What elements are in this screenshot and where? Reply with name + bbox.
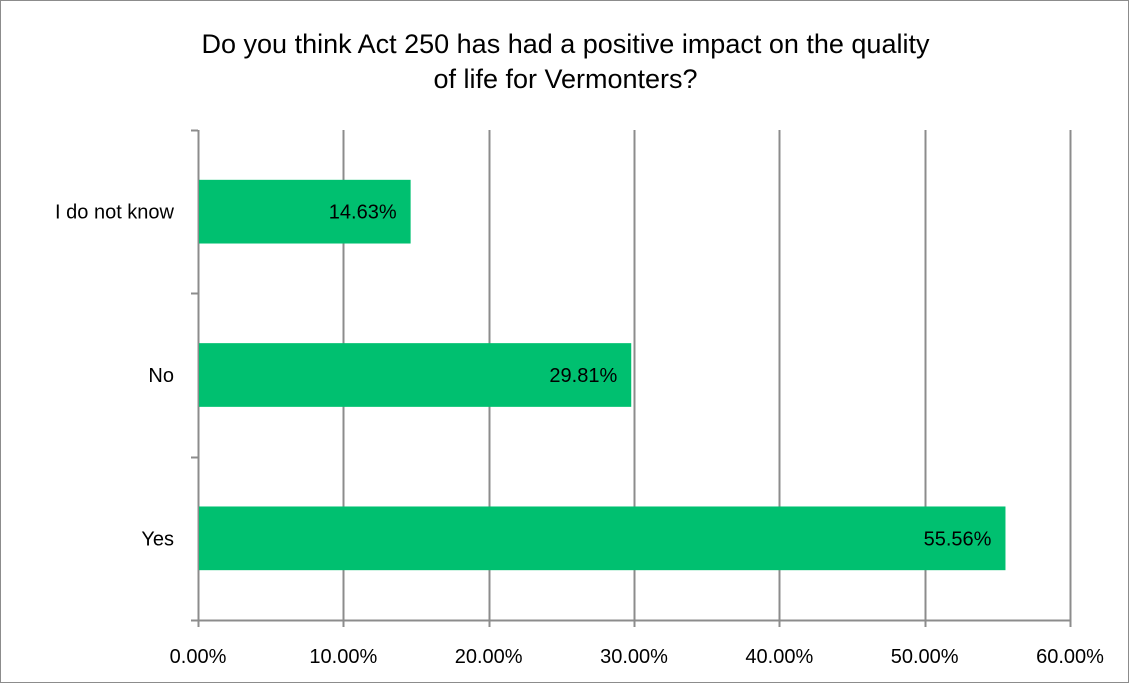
bar — [199, 506, 1006, 571]
data-label: 14.63% — [329, 202, 397, 224]
y-tick-label: I do not know — [55, 202, 175, 224]
chart-title-line-1: Do you think Act 250 has had a positive … — [201, 29, 930, 59]
x-tick-label: 20.00% — [455, 646, 523, 668]
x-tick-label: 0.00% — [170, 646, 227, 668]
data-label: 55.56% — [924, 528, 992, 550]
y-tick-label: No — [148, 365, 174, 387]
bar — [199, 343, 632, 407]
data-label: 29.81% — [549, 365, 617, 387]
y-tick-label: Yes — [141, 528, 174, 550]
x-tick-label: 40.00% — [745, 646, 813, 668]
x-tick-label: 60.00% — [1036, 646, 1104, 668]
chart-title: Do you think Act 250 has had a positive … — [1, 27, 1129, 97]
x-tick-label: 30.00% — [600, 646, 668, 668]
x-tick-label: 50.00% — [891, 646, 959, 668]
bar — [199, 179, 411, 244]
chart-title-line-2: of life for Vermonters? — [433, 64, 698, 94]
x-tick-label: 10.00% — [309, 646, 377, 668]
